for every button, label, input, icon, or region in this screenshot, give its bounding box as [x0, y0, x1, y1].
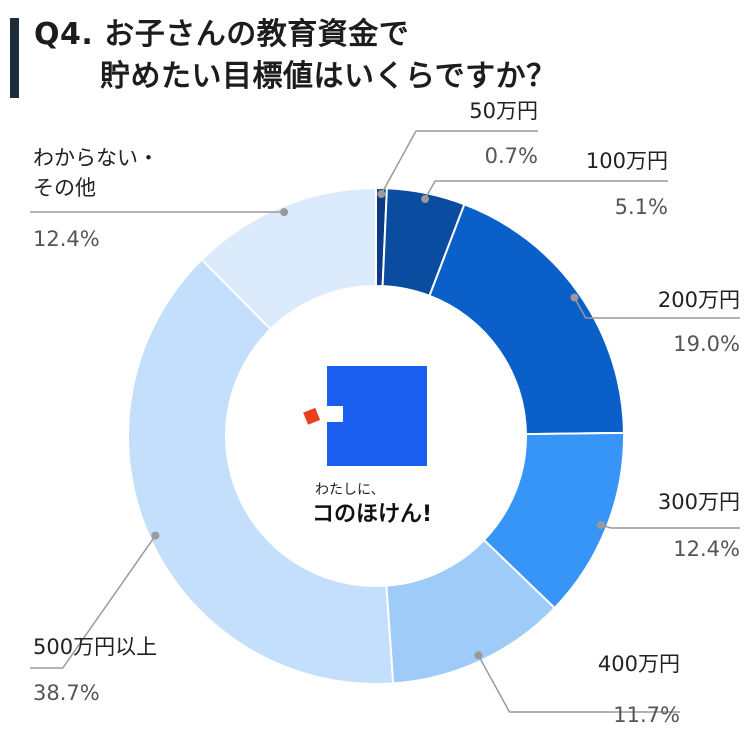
- percent-label-2: 5.1%: [615, 195, 668, 219]
- logo-notch: [323, 406, 343, 422]
- chart-labels: 50万円 0.7% 100万円 5.1% 200万円 19.0% 300万円 12.4% 400…: [33, 99, 740, 727]
- chart-leader-lines: [30, 130, 740, 713]
- center-logo: わたしに、 コのほけん!: [303, 366, 432, 527]
- category-label-2: 100万円: [586, 149, 668, 173]
- leader-line-5: [477, 654, 680, 713]
- title-accent-bar: [10, 18, 19, 98]
- category-label-3: 200万円: [658, 288, 740, 312]
- leader-line-6: [30, 535, 157, 669]
- logo-subtitle: わたしに、: [315, 482, 385, 498]
- logo-name: コのほけん!: [312, 502, 432, 527]
- category-label-4: 300万円: [658, 490, 740, 514]
- leader-line-2: [424, 180, 668, 200]
- percent-label-7: 12.4%: [33, 227, 100, 251]
- logo-square: [327, 366, 427, 466]
- leader-line-1: [380, 130, 538, 195]
- category-label-5: 400万円: [598, 652, 680, 676]
- percent-label-5: 11.7%: [613, 703, 680, 727]
- percent-label-4: 12.4%: [673, 537, 740, 561]
- donut-slice-3: [428, 202, 625, 436]
- category-label-7: わからない・その他: [33, 146, 159, 200]
- title-line-2: 貯めたい目標値はいくらですか？: [100, 59, 557, 94]
- donut-slice-7: [200, 186, 377, 331]
- percent-label-6: 38.7%: [33, 681, 100, 705]
- category-label-6: 500万円以上: [33, 635, 157, 659]
- donut-slice-6: [127, 258, 395, 685]
- leader-line-4: [600, 524, 740, 529]
- page-title: Q4. お子さんの教育資金で 貯めたい目標値はいくらですか？: [34, 14, 557, 98]
- percent-label-3: 19.0%: [673, 332, 740, 356]
- leader-line-3: [573, 297, 740, 319]
- category-label-1: 50万円: [469, 99, 538, 123]
- percent-label-1: 0.7%: [485, 144, 538, 168]
- title-line-1: Q4. お子さんの教育資金で: [34, 17, 410, 52]
- logo-accent-square: [303, 407, 321, 425]
